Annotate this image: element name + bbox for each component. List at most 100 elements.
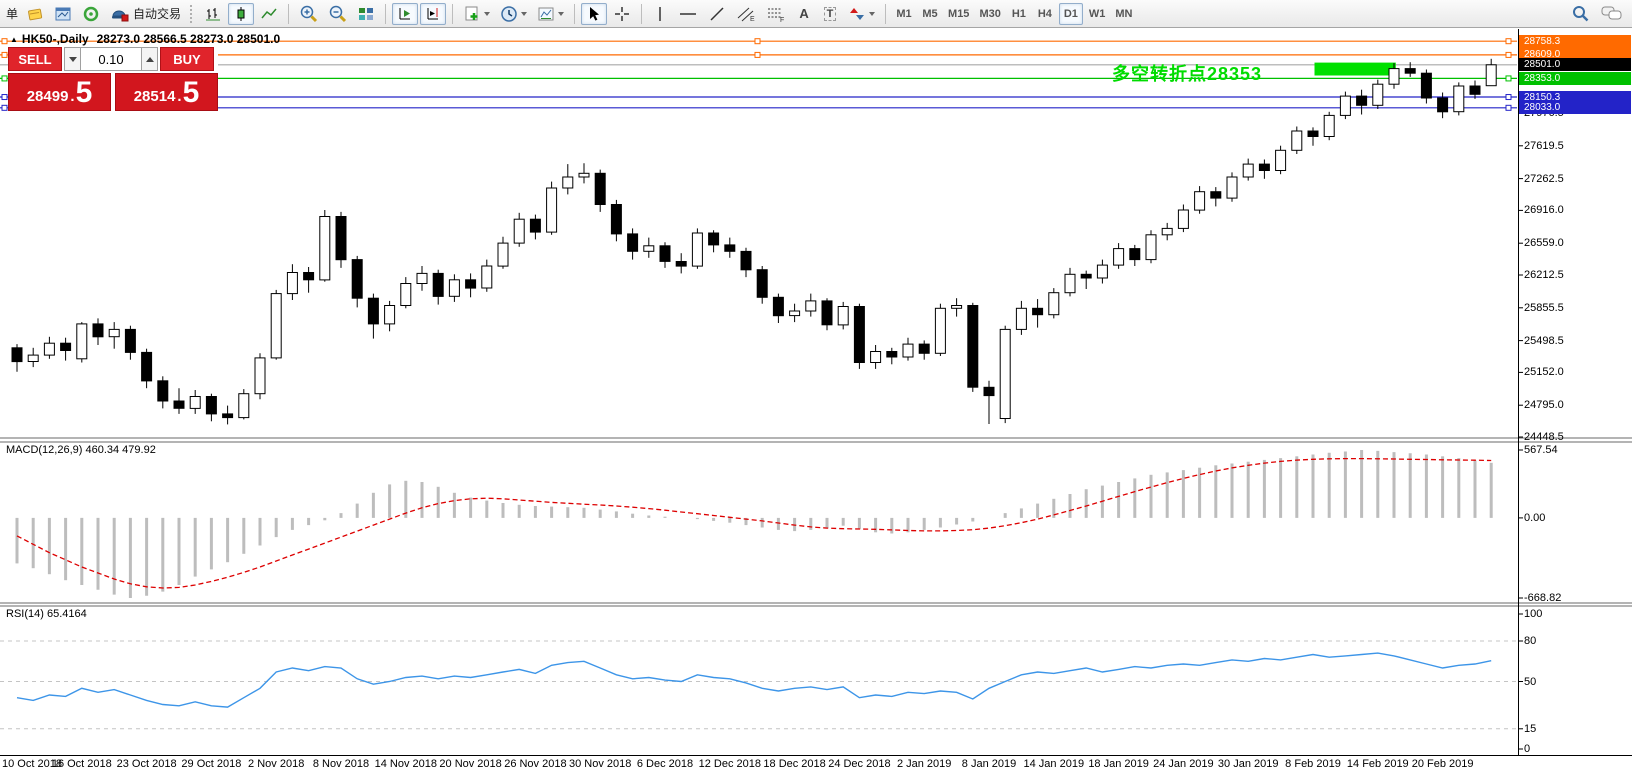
timeframe-button-h4[interactable]: H4 (1033, 3, 1057, 25)
candle (1323, 114, 1335, 138)
timeframe-button-h1[interactable]: H1 (1007, 3, 1031, 25)
templates-icon (538, 7, 554, 20)
one-click-trading-panel: SELL 0.10 BUY 28499. 5 28514. 5 (8, 47, 218, 111)
candle (157, 380, 169, 402)
candle (1339, 95, 1351, 116)
trendline-button[interactable] (704, 3, 730, 25)
candle (675, 261, 687, 267)
buy-price-button[interactable]: 28514. 5 (115, 73, 218, 111)
chart-window-button[interactable] (50, 3, 76, 25)
candle (351, 259, 363, 299)
timeframe-button-m30[interactable]: M30 (975, 3, 1004, 25)
crosshair-button[interactable] (609, 3, 635, 25)
indicators-button[interactable] (459, 3, 494, 25)
candle (918, 343, 930, 354)
toolbar-separator (885, 3, 887, 24)
candle (805, 300, 817, 312)
volume-decrease-button[interactable] (64, 47, 81, 71)
tile-windows-button[interactable] (353, 3, 379, 25)
chevron-down-icon (521, 11, 528, 16)
timeframe-button-d1[interactable]: D1 (1058, 2, 1083, 25)
cursor-icon (590, 6, 600, 21)
order-menu-label[interactable]: 单 (6, 7, 19, 21)
periods-button[interactable] (496, 3, 531, 25)
line-handle (1505, 38, 1512, 45)
timeframe-label: M1 (896, 7, 912, 20)
turning-point-rectangle (1314, 62, 1396, 76)
volume-input[interactable]: 0.10 (81, 47, 141, 71)
channel-button[interactable]: E (732, 3, 760, 25)
candle (1177, 209, 1189, 229)
buy-price-main: 28514 (133, 88, 176, 105)
candle (481, 265, 493, 289)
sell-price-button[interactable]: 28499. 5 (8, 73, 111, 111)
candle (205, 396, 217, 415)
autotrading-button[interactable]: 自动交易 (106, 3, 185, 25)
candle (384, 305, 396, 325)
candle (643, 245, 655, 252)
search-button[interactable] (1567, 3, 1594, 25)
fibonacci-button[interactable]: F (762, 3, 790, 25)
candle-chart-button[interactable] (228, 2, 255, 25)
timeframe-button-m15[interactable]: M15 (944, 3, 973, 25)
candle (1372, 83, 1384, 106)
line-handle (1, 51, 8, 58)
candle (416, 272, 428, 284)
candle (60, 342, 72, 352)
line-chart-button[interactable] (256, 3, 282, 25)
search-icon (1573, 6, 1589, 22)
candle (448, 279, 460, 297)
buy-button[interactable]: BUY (160, 47, 214, 71)
timeframe-button-w1[interactable]: W1 (1085, 3, 1110, 25)
macd-indicator-label: MACD(12,26,9) 460.34 479.92 (6, 444, 156, 456)
rsi-indicator-label: RSI(14) 65.4164 (6, 608, 87, 620)
candle (108, 328, 120, 338)
equidistant-channel-icon: E (737, 7, 755, 23)
volume-increase-button[interactable] (141, 47, 158, 71)
auto-scroll-button[interactable] (392, 2, 419, 25)
candle (1194, 191, 1206, 211)
candle (254, 357, 266, 395)
candle (367, 297, 379, 325)
chat-button[interactable] (1596, 3, 1628, 25)
templates-button[interactable] (533, 3, 568, 25)
chart-shift-button[interactable] (420, 2, 447, 25)
arrows-button[interactable] (844, 3, 879, 25)
volume-stepper: 0.10 (64, 47, 158, 71)
arrows-icon (850, 7, 865, 20)
timeframe-button-m1[interactable]: M1 (892, 3, 916, 25)
new-order-button[interactable] (22, 3, 48, 25)
candle (1161, 227, 1173, 236)
turning-point-annotation[interactable]: 多空转折点28353 (1112, 64, 1263, 84)
timeframe-label: D1 (1063, 7, 1078, 20)
candle (189, 396, 201, 409)
navigator-button[interactable] (78, 3, 104, 25)
vertical-line-button[interactable] (648, 3, 672, 25)
candle (886, 351, 898, 358)
text-tool-button[interactable]: A (792, 3, 816, 25)
zoom-in-icon (300, 5, 318, 23)
sell-button[interactable]: SELL (8, 47, 62, 71)
timeframe-button-mn[interactable]: MN (1111, 3, 1136, 25)
bar-chart-button[interactable] (200, 3, 226, 25)
cursor-button[interactable] (581, 2, 608, 25)
zoom-out-button[interactable] (324, 3, 351, 25)
label-tool-button[interactable]: T (818, 3, 842, 25)
candle (789, 310, 801, 317)
line-chart-icon (261, 8, 277, 18)
candle (400, 283, 412, 306)
chevron-down-icon (484, 11, 491, 16)
candle (238, 393, 250, 419)
vertical-line-icon (659, 6, 661, 21)
candle (999, 328, 1011, 419)
zoom-in-button[interactable] (295, 3, 322, 25)
svg-text:F: F (780, 17, 784, 23)
horizontal-line-button[interactable] (674, 3, 702, 25)
candle (1404, 68, 1416, 74)
candle (1226, 176, 1238, 199)
horizontal-line-icon (680, 12, 697, 15)
timeframe-button-m5[interactable]: M5 (918, 3, 942, 25)
candle (594, 172, 606, 206)
